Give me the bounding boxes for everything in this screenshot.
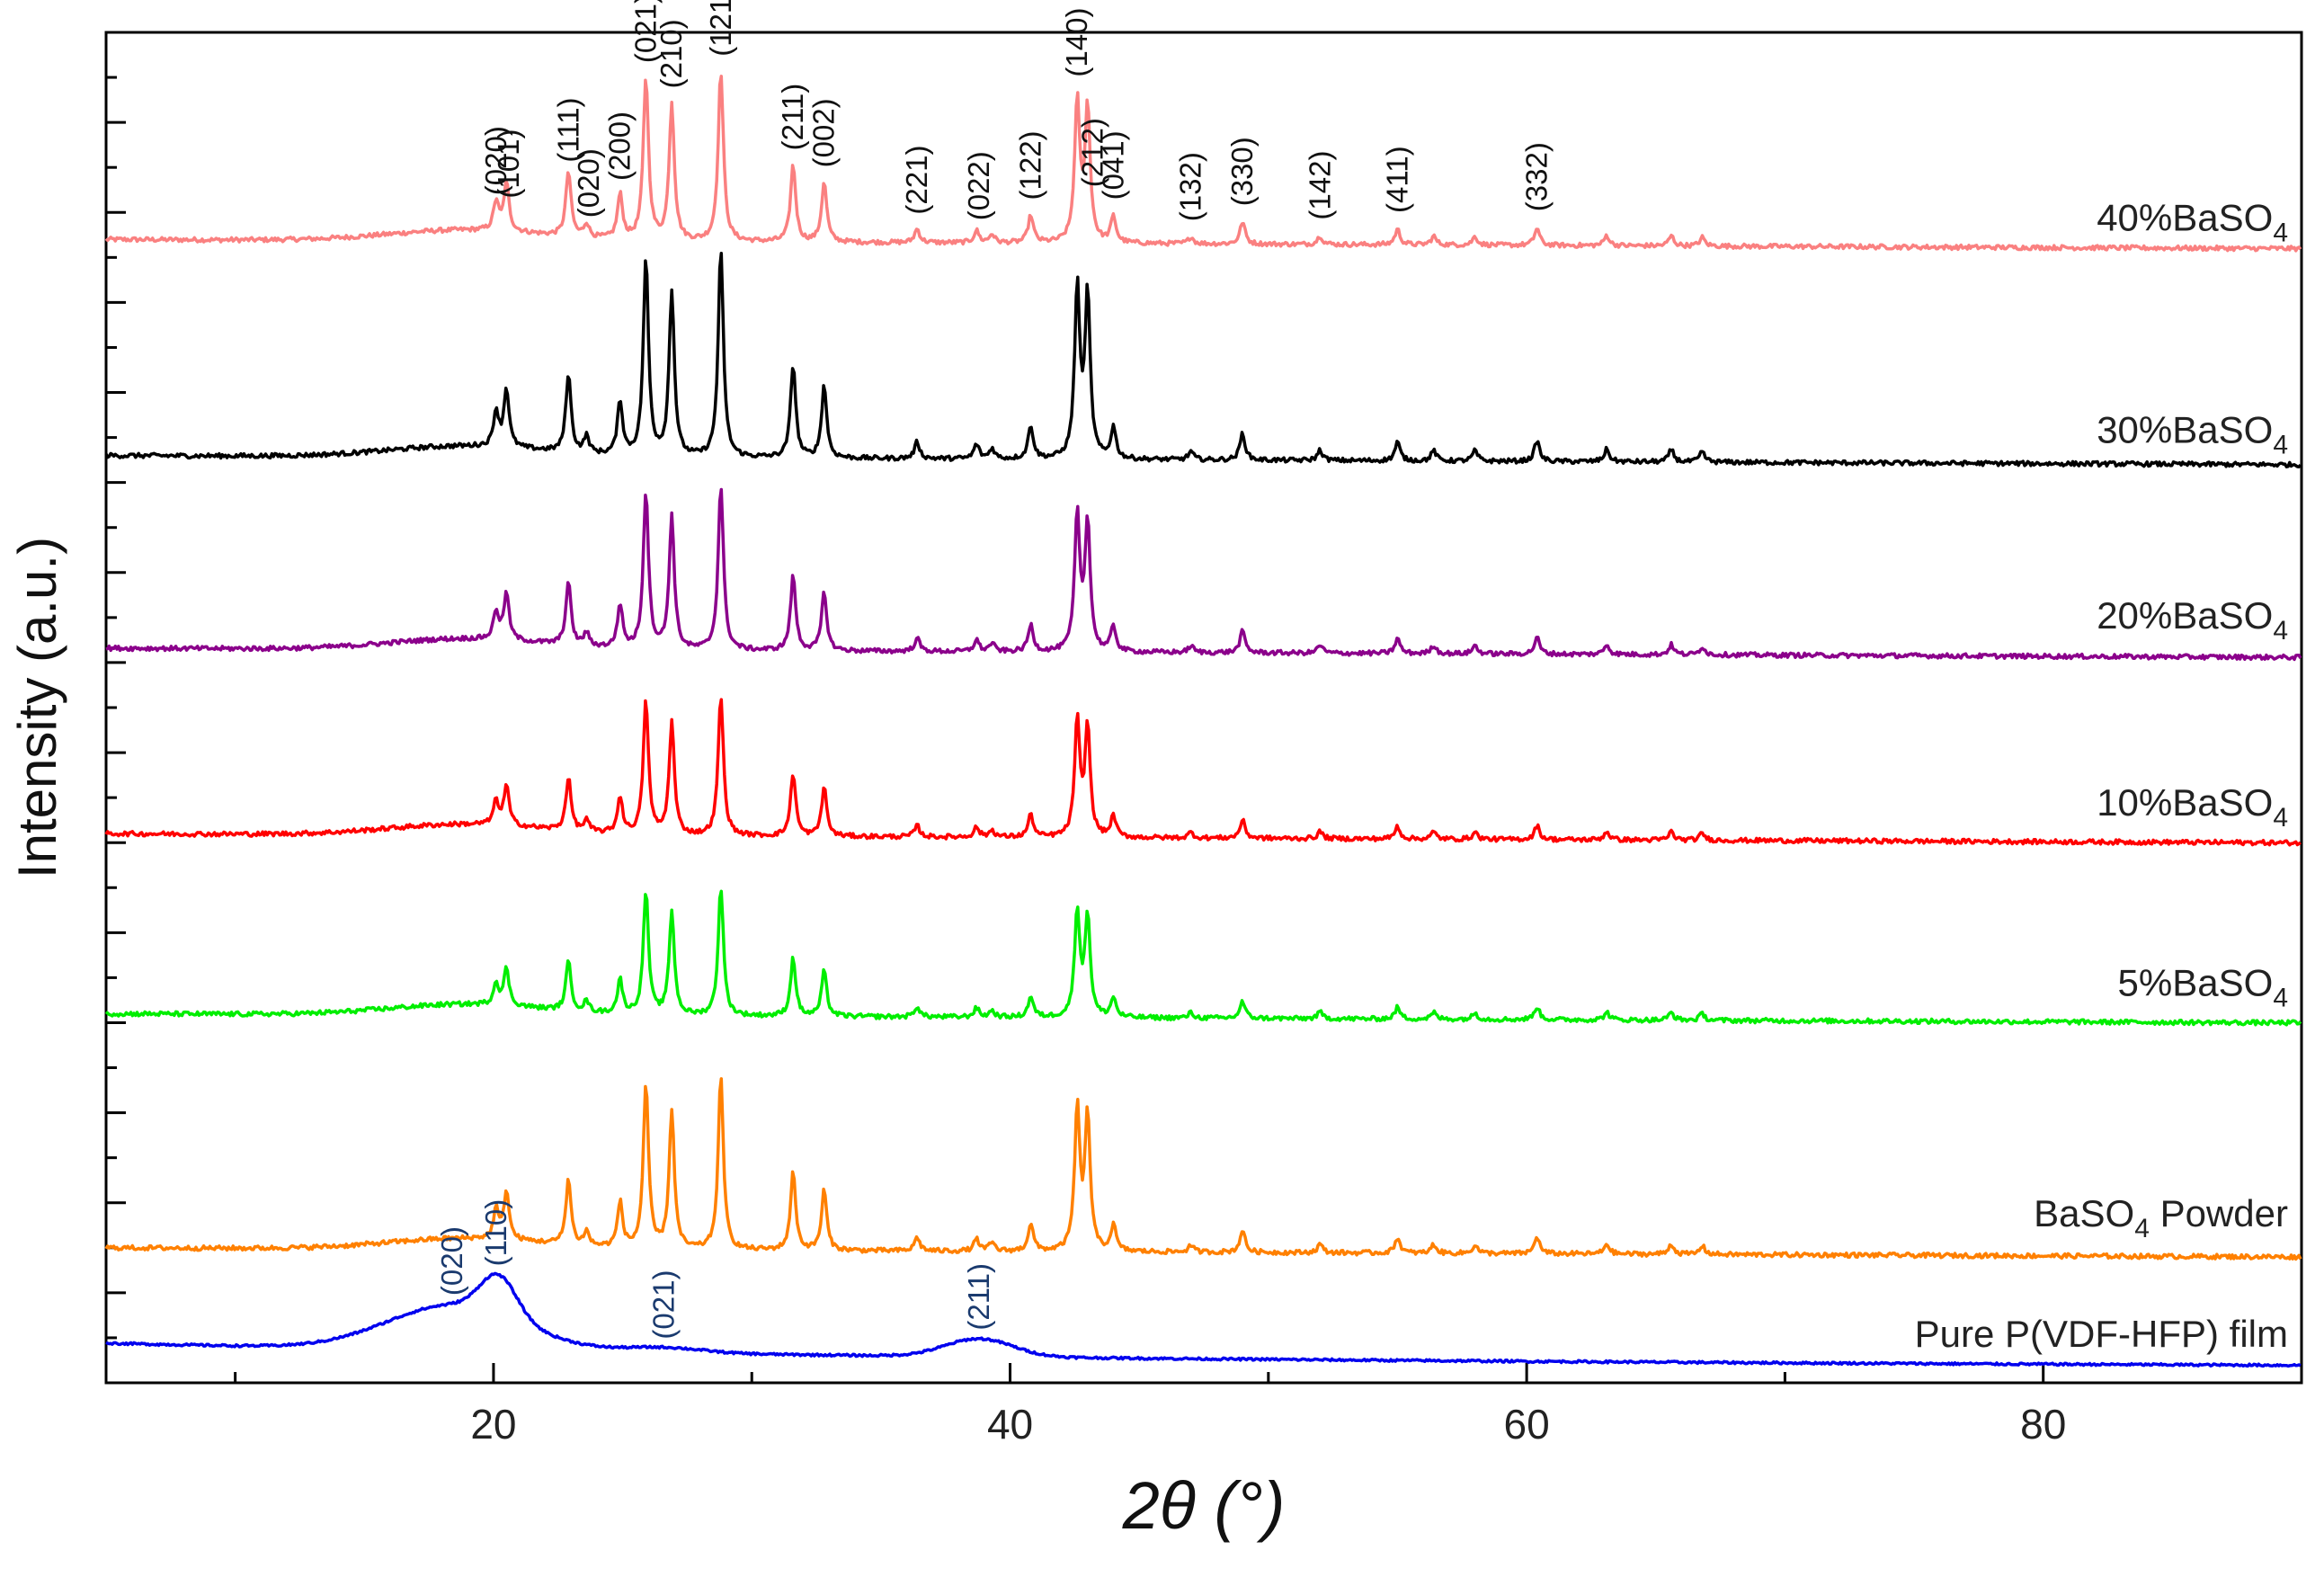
peak-annotation: (122) xyxy=(1014,130,1047,200)
x-tick-label: 60 xyxy=(1504,1401,1550,1448)
peak-annotation: (101) xyxy=(492,129,525,199)
peak-annotation: (142) xyxy=(1303,151,1336,220)
peak-annotations: (020)(101) (111)(020)(200)(021)(210) (121)… xyxy=(435,0,1554,1340)
peak-annotation: (212) xyxy=(1076,118,1109,187)
series-line xyxy=(105,487,2302,662)
series-label: 40%BaSO4 xyxy=(2097,196,2288,247)
peak-annotation: (200) xyxy=(603,111,637,181)
series-line xyxy=(104,75,2302,253)
x-axis-title: 2θ (°) xyxy=(1122,1468,1286,1543)
series-line xyxy=(104,252,2302,468)
polymer-peak-annotation: (021) xyxy=(647,1270,681,1340)
plot-frame xyxy=(104,31,2303,1385)
peak-annotation: (330) xyxy=(1225,137,1259,206)
x-tick-label: 80 xyxy=(2020,1401,2066,1448)
peak-annotation: (041) xyxy=(1096,130,1129,200)
peak-annotation: (411) xyxy=(1381,146,1414,213)
polymer-peak-annotation: (020) xyxy=(435,1226,468,1296)
series-label: 30%BaSO4 xyxy=(2097,409,2288,460)
y-axis-title: Intensity (a.u.) xyxy=(7,537,67,878)
peak-annotation: (132) xyxy=(1174,152,1207,221)
peak-annotation: (111) xyxy=(551,97,584,162)
peak-annotation: (121) xyxy=(704,0,737,57)
polymer-peak-annotation: (110) xyxy=(479,1199,512,1267)
x-axis-ticks: 20 40 60 80 xyxy=(234,1363,2303,1448)
series-traces xyxy=(104,75,2302,1368)
peak-annotation: (332) xyxy=(1520,142,1554,211)
series-line xyxy=(104,889,2302,1027)
peak-annotation: (022) xyxy=(962,151,995,220)
series-label: BaSO4 Powder xyxy=(2034,1192,2288,1243)
peak-annotation: (020) xyxy=(479,126,512,195)
peak-annotation: (021) xyxy=(628,0,662,63)
series-label: 10%BaSO4 xyxy=(2097,781,2288,833)
series-label: 5%BaSO4 xyxy=(2118,961,2288,1012)
peak-annotation: (210) xyxy=(654,19,688,88)
y-axis-ticks xyxy=(106,76,126,1340)
series-line xyxy=(104,1077,2302,1261)
series-line xyxy=(105,1271,2302,1368)
peak-annotation: (221) xyxy=(900,146,933,215)
polymer-peak-annotation: (211) xyxy=(962,1263,995,1331)
series-line xyxy=(104,698,2302,847)
x-tick-label: 20 xyxy=(470,1401,516,1448)
peak-annotation: (020) xyxy=(572,148,605,218)
series-label: Pure P(VDF-HFP) film xyxy=(1915,1313,2288,1355)
series-labels: 40%BaSO4 30%BaSO4 20%BaSO4 10%BaSO4 5%BaSO4 B… xyxy=(1915,196,2288,1355)
peak-annotation: (140) xyxy=(1060,8,1093,77)
peak-annotation: (002) xyxy=(807,98,841,167)
series-label: 20%BaSO4 xyxy=(2097,594,2288,646)
peak-annotation: (211) xyxy=(776,84,809,151)
x-tick-label: 40 xyxy=(987,1401,1033,1448)
